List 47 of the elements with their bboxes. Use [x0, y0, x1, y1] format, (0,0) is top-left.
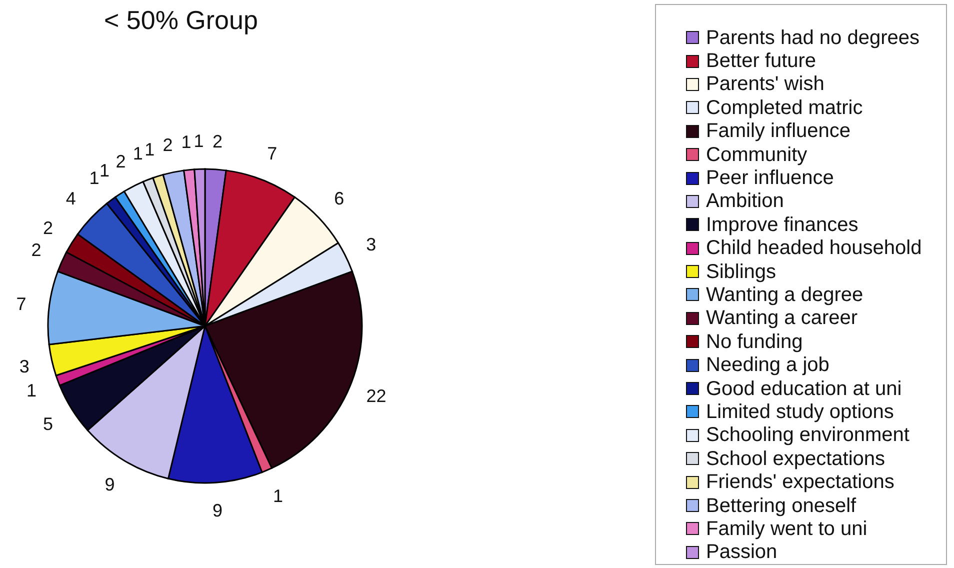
data-label: 5: [42, 414, 54, 434]
legend-label: Friends' expectations: [706, 471, 894, 494]
legend-label: Wanting a career: [706, 307, 858, 330]
data-label: 1: [144, 139, 155, 160]
legend-label: Parents had no degrees: [706, 26, 920, 49]
legend-label: School expectations: [706, 448, 886, 470]
data-label: 1: [26, 380, 37, 400]
legend-label: Parents' wish: [706, 73, 824, 96]
legend-label: Family influence: [706, 120, 851, 142]
legend-label: No funding: [706, 330, 803, 353]
data-label: 1: [272, 486, 283, 506]
data-label: 1: [181, 132, 192, 152]
data-label: 1: [89, 168, 100, 188]
legend-label: Wanting a degree: [706, 284, 864, 306]
legend-label: Needing a job: [706, 354, 830, 376]
data-label: 9: [212, 500, 222, 521]
legend-label: Peer influence: [706, 167, 834, 190]
legend-label: Ambition: [706, 190, 784, 212]
data-label: 2: [31, 240, 42, 260]
legend-label: Better future: [706, 50, 816, 72]
legend-label: Good education at uni: [706, 378, 902, 400]
data-label: 9: [104, 474, 115, 495]
data-label: 22: [366, 386, 386, 406]
legend-label: Schooling environment: [706, 424, 910, 446]
data-label: 1: [194, 131, 204, 152]
data-label: 1: [132, 144, 143, 164]
legend-label: Completed matric: [706, 96, 863, 119]
chart-title: < 50% Group: [104, 5, 258, 36]
legend-label: Community: [706, 144, 808, 166]
legend-label: Child headed household: [706, 237, 922, 260]
data-label: 2: [162, 134, 173, 155]
legend-label: Passion: [706, 541, 778, 564]
legend-label: Siblings: [706, 260, 776, 283]
data-label: 2: [42, 218, 54, 238]
legend-label: Limited study options: [706, 400, 894, 423]
data-label: 7: [16, 294, 26, 314]
data-label: 3: [366, 234, 376, 255]
legend-label: Family went to uni: [706, 518, 868, 540]
data-label: 3: [19, 356, 30, 376]
data-label: 2: [212, 131, 222, 152]
data-label: 7: [267, 144, 278, 164]
data-label: 4: [66, 188, 76, 209]
data-label: 2: [116, 151, 126, 172]
data-label: 1: [99, 160, 110, 181]
legend-label: Improve finances: [706, 214, 858, 236]
data-label: 6: [334, 188, 344, 209]
legend-label: Bettering oneself: [706, 494, 856, 516]
